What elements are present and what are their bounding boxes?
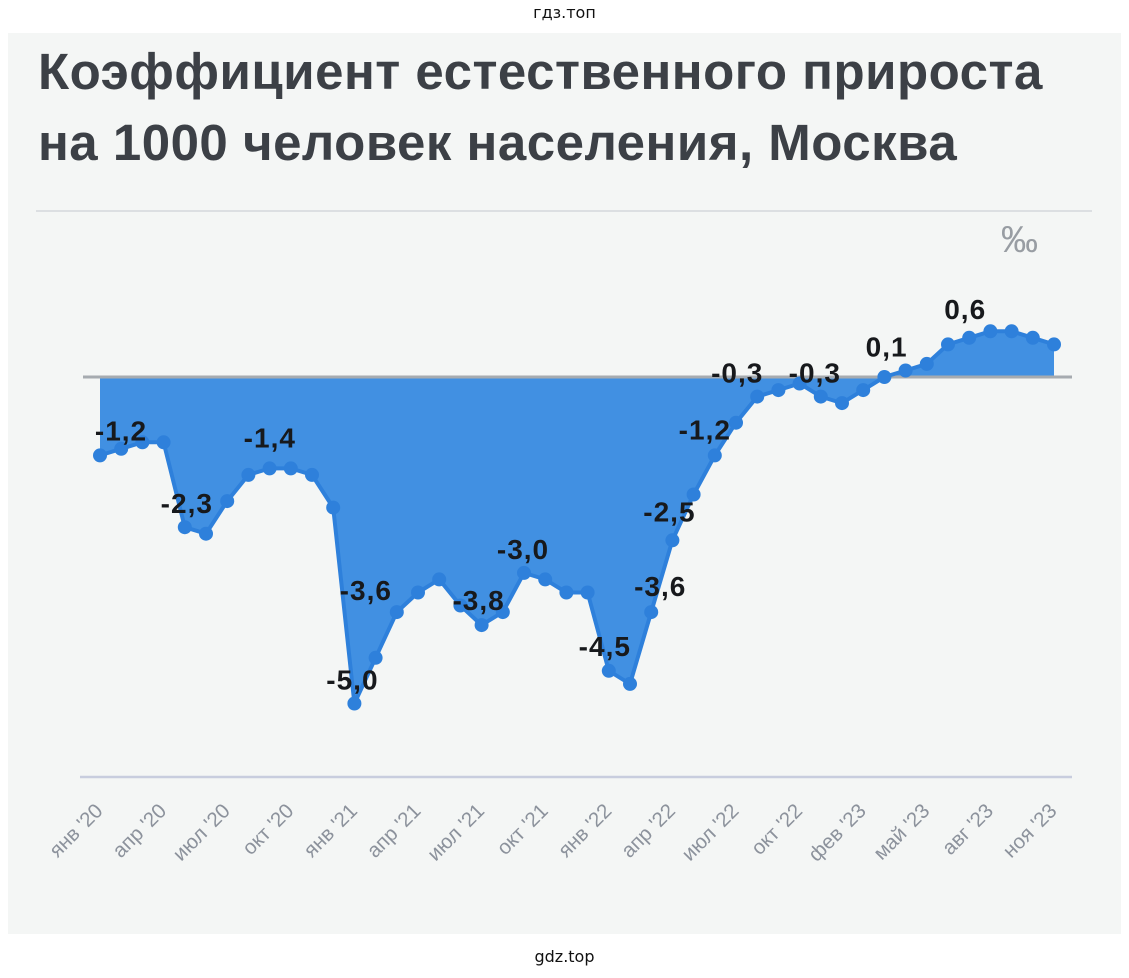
permille-unit-label: ‰ — [1001, 219, 1038, 260]
data-point[interactable] — [686, 487, 701, 502]
data-point[interactable] — [156, 435, 171, 450]
x-tick-label: апр '22 — [617, 799, 680, 862]
point-label: -3,0 — [497, 534, 549, 565]
x-tick-label: ноя '23 — [998, 799, 1061, 862]
point-label: -3,8 — [452, 585, 504, 616]
x-tick-label: фев '23 — [804, 799, 871, 866]
data-point[interactable] — [919, 356, 934, 371]
data-point[interactable] — [707, 448, 722, 463]
data-point[interactable] — [538, 572, 553, 587]
data-point[interactable] — [1047, 337, 1061, 352]
data-point[interactable] — [1025, 330, 1040, 345]
point-label: -1,4 — [244, 422, 296, 453]
x-tick-label: янв '20 — [45, 799, 108, 862]
point-label: -5,0 — [326, 665, 378, 696]
data-point[interactable] — [877, 370, 892, 384]
data-point[interactable] — [283, 461, 298, 476]
point-label: -0,3 — [789, 358, 841, 389]
data-point[interactable] — [411, 585, 425, 600]
site-header: гдз.топ — [533, 3, 596, 22]
data-point[interactable] — [453, 598, 468, 613]
data-point[interactable] — [750, 389, 765, 404]
chart-title-line2: на 1000 человек населения, Москва — [38, 114, 958, 171]
point-label: 0,1 — [866, 332, 908, 363]
x-tick-label: апр '20 — [108, 799, 171, 862]
x-tick-label: май '23 — [869, 799, 934, 864]
point-label: -4,5 — [579, 631, 631, 662]
data-point[interactable] — [792, 376, 807, 391]
site-footer: gdz.top — [534, 947, 595, 966]
data-point[interactable] — [495, 605, 510, 620]
data-point[interactable] — [729, 415, 743, 430]
data-point[interactable] — [93, 448, 107, 463]
data-point[interactable] — [305, 467, 319, 482]
x-tick-label: окт '21 — [492, 799, 552, 859]
data-point[interactable] — [983, 324, 998, 339]
data-point[interactable] — [601, 663, 616, 678]
data-point[interactable] — [644, 605, 659, 620]
data-point[interactable] — [135, 435, 150, 450]
data-point[interactable] — [835, 396, 849, 411]
x-tick-label: апр '21 — [362, 799, 425, 862]
chart-title: Коэффициент естественного прироста на 10… — [38, 36, 1098, 178]
point-label: -3,6 — [340, 575, 392, 606]
data-point[interactable] — [199, 526, 213, 541]
data-point[interactable] — [580, 585, 595, 600]
x-tick-label: окт '20 — [238, 799, 298, 859]
data-point[interactable] — [559, 585, 574, 600]
data-point[interactable] — [898, 363, 913, 378]
data-point[interactable] — [432, 572, 447, 587]
data-point[interactable] — [771, 383, 786, 398]
point-label: -2,3 — [161, 488, 213, 519]
x-tick-label: июл '22 — [677, 799, 743, 865]
point-label: -3,6 — [634, 571, 686, 602]
data-point[interactable] — [389, 605, 404, 620]
area-fill — [100, 331, 1054, 704]
point-label: -1,2 — [95, 415, 147, 446]
title-divider — [36, 210, 1092, 212]
x-tick-label: июл '21 — [423, 799, 489, 865]
data-point[interactable] — [326, 500, 341, 515]
point-label: -2,5 — [643, 496, 695, 527]
data-point[interactable] — [368, 650, 383, 665]
x-tick-label: янв '21 — [299, 799, 362, 862]
data-point[interactable] — [347, 696, 362, 711]
data-point[interactable] — [856, 383, 871, 398]
data-point[interactable] — [1004, 324, 1019, 339]
data-point[interactable] — [114, 441, 129, 456]
data-point[interactable] — [813, 389, 828, 404]
x-tick-label: окт '22 — [747, 799, 807, 859]
data-point[interactable] — [262, 461, 277, 476]
data-point[interactable] — [474, 618, 489, 633]
data-point[interactable] — [962, 330, 977, 345]
data-point[interactable] — [623, 676, 637, 691]
x-tick-label: янв '22 — [554, 799, 617, 862]
x-tick-label: авг '23 — [938, 799, 998, 859]
data-line — [98, 329, 1056, 706]
point-label: -1,2 — [679, 414, 731, 445]
data-point[interactable] — [941, 337, 955, 352]
chart-title-line1: Коэффициент естественного прироста — [38, 43, 1043, 100]
x-tick-label: июл '20 — [168, 799, 234, 865]
point-label: 0,6 — [944, 294, 986, 325]
data-point[interactable] — [665, 533, 680, 548]
data-point[interactable] — [177, 520, 192, 535]
point-label: -0,3 — [711, 358, 763, 389]
data-point[interactable] — [517, 565, 531, 580]
data-point[interactable] — [241, 467, 256, 482]
data-point[interactable] — [220, 494, 235, 509]
